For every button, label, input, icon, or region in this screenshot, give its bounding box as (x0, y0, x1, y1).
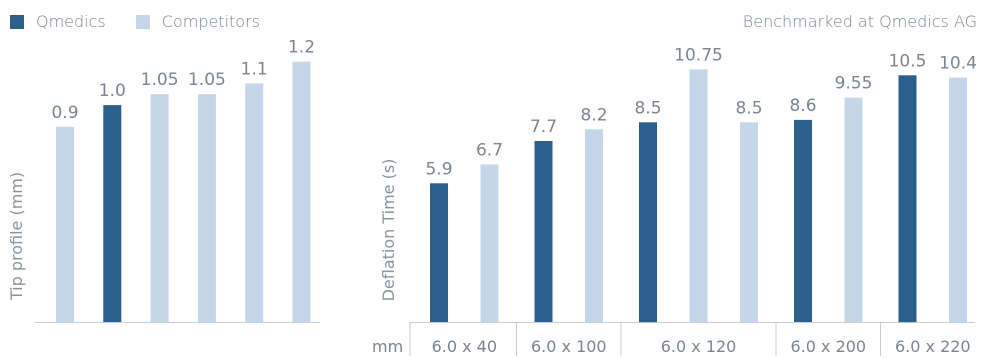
deflation-value-label: 8.6 (789, 96, 816, 116)
deflation-group-label: 6.0 x 120 (661, 337, 737, 356)
tip-profile-chart: Tip profile (mm) 0.9 1.0 1.05 1.05 1.1 1.2 (7, 38, 320, 323)
deflation-group-label: 6.0 x 220 (895, 337, 971, 356)
deflation-x-unit-label: mm (372, 337, 403, 356)
chart-legend: Qmedics Competitors (10, 12, 290, 31)
tip-profile-bar (150, 94, 169, 322)
deflation-value-label: 9.55 (835, 74, 873, 94)
deflation-group-label: 6.0 x 100 (531, 337, 607, 356)
deflation-time-chart: Deflation Time (s) mm 5.9 6.7 6.0 x 40 7.7 8… (372, 45, 977, 356)
tip-profile-bar (103, 105, 122, 322)
legend-label-qmedics: Qmedics (36, 12, 106, 31)
deflation-group-label: 6.0 x 40 (432, 337, 497, 356)
deflation-value-label: 10.5 (889, 51, 927, 71)
deflation-bar (844, 97, 863, 322)
tip-profile-y-axis-title: Tip profile (mm) (7, 172, 26, 301)
tip-profile-value-label: 1.2 (288, 38, 315, 58)
deflation-bar (480, 164, 499, 322)
deflation-bar (898, 75, 917, 323)
deflation-value-label: 8.5 (634, 98, 661, 118)
deflation-bar (949, 77, 967, 322)
tip-profile-value-label: 1.05 (188, 70, 226, 90)
deflation-bar (689, 69, 708, 323)
tip-profile-value-label: 0.9 (51, 103, 78, 123)
deflation-bar (740, 122, 758, 323)
deflation-value-label: 6.7 (476, 141, 503, 161)
legend-label-competitors: Competitors (161, 12, 261, 31)
deflation-y-axis-title: Deflation Time (s) (379, 159, 398, 302)
legend-swatch-competitors (135, 14, 150, 29)
tip-profile-value-label: 1.0 (99, 81, 126, 101)
deflation-bar (794, 119, 812, 323)
deflation-value-label: 10.75 (674, 45, 723, 65)
tip-profile-bar (197, 94, 216, 322)
deflation-bar (430, 183, 448, 322)
deflation-value-label: 8.5 (735, 98, 762, 118)
benchmark-note: Benchmarked at Qmedics AG (742, 12, 977, 31)
legend-item-qmedics: Qmedics (10, 12, 106, 31)
deflation-bar (639, 122, 657, 323)
legend-swatch-qmedics (10, 14, 24, 29)
tip-profile-bar (292, 61, 311, 322)
tip-profile-value-label: 1.05 (141, 70, 179, 90)
deflation-value-label: 5.9 (425, 159, 452, 179)
tip-profile-bar (245, 83, 264, 323)
deflation-bar (585, 129, 603, 322)
deflation-value-label: 7.7 (530, 117, 557, 137)
legend-item-competitors: Competitors (135, 12, 261, 31)
deflation-value-label: 8.2 (580, 105, 607, 125)
tip-profile-value-label: 1.1 (241, 59, 268, 79)
deflation-value-label: 10.4 (939, 54, 977, 74)
deflation-bar (534, 141, 553, 322)
deflation-group-label: 6.0 x 200 (790, 337, 866, 356)
tip-profile-bar (56, 126, 74, 322)
